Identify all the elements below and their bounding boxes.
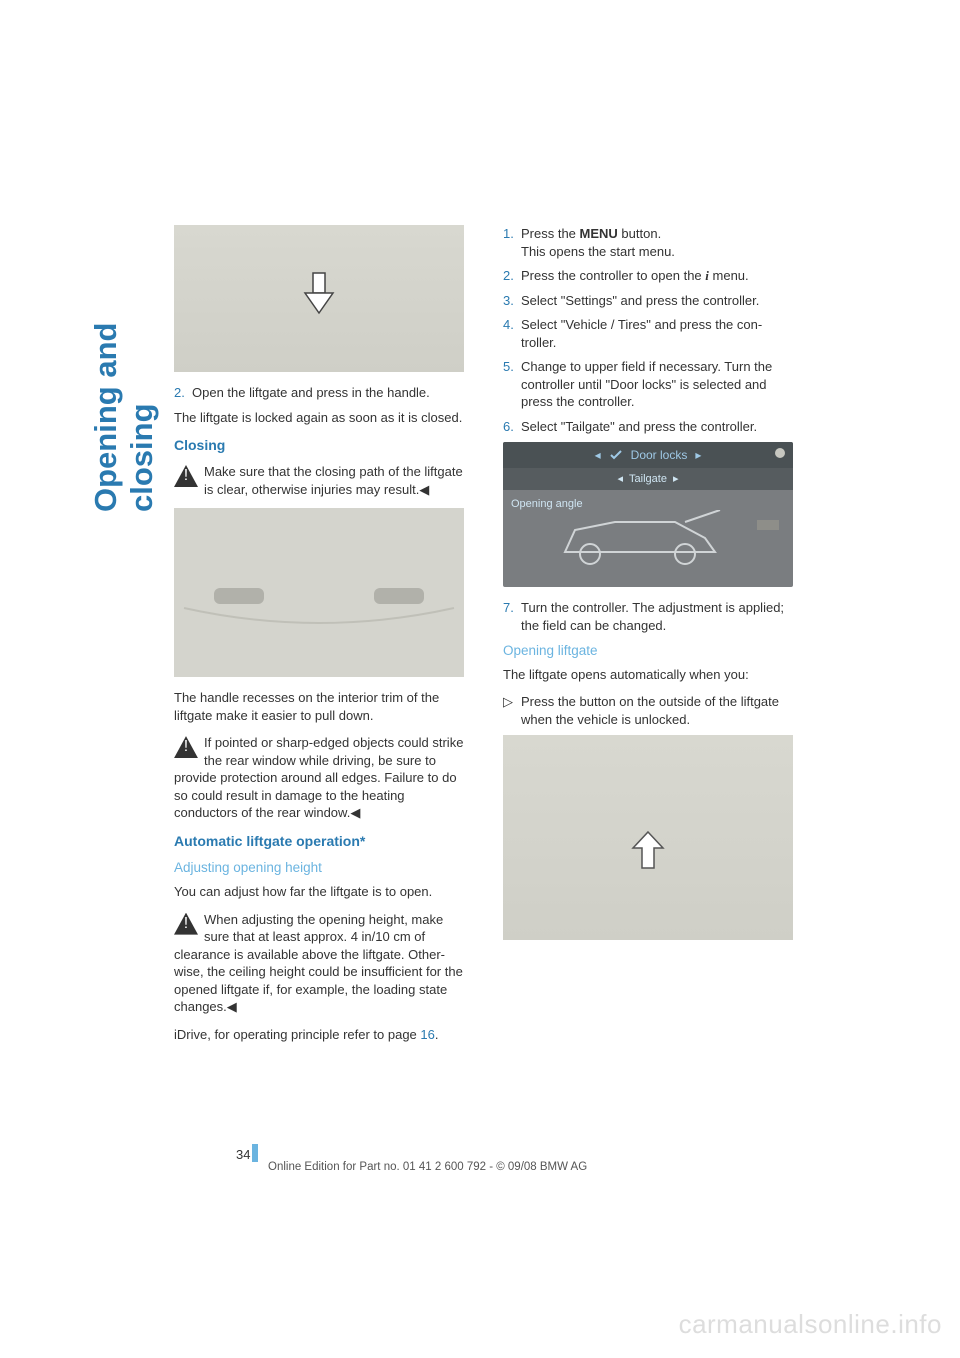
bullet-icon: ▷ [503,693,521,728]
idrive-vehicle-graphic [555,510,725,572]
text-fragment: This opens the start menu. [521,244,675,259]
page-reference-link[interactable]: 16 [420,1027,434,1042]
step-text: Change to upper field if necessary. Turn… [521,358,793,411]
figure-interior-trim [174,508,464,677]
step-text: Press the controller to open the i menu. [521,267,793,285]
idrive-slider-icon [757,520,779,530]
section-side-tab: Opening and closing [88,222,128,512]
warning-block: ! If pointed or sharp-edged objects coul… [174,734,464,822]
text-fragment: button. [618,226,661,241]
step-text: Select "Vehicle / Tires" and press the c… [521,316,793,351]
warning-block: ! Make sure that the closing path of the… [174,463,464,498]
arrow-up-icon [625,828,671,879]
chevron-right-icon: ▸ [673,472,679,487]
list-item: 2. Press the controller to open the i me… [503,267,793,285]
text-fragment: Press the controller to open the [521,268,705,283]
text-fragment: Press the [521,226,580,241]
footer-text: Online Edition for Part no. 01 41 2 600 … [268,1161,587,1173]
step-number: 2. [503,267,521,285]
chevron-left-icon: ◂ [595,447,601,463]
adjusting-heading: Adjusting opening height [174,859,464,877]
page-number: 34 [236,1147,250,1162]
watermark: carmanualsonline.info [679,1309,942,1340]
body-text: The liftgate is locked again as soon as … [174,409,464,427]
body-text: The liftgate opens automatically when yo… [503,666,793,684]
bullet-item: ▷ Press the button on the outside of the… [503,693,793,728]
idrive-top-bar: ◂ Door locks ▸ [503,442,793,468]
body-text: You can adjust how far the liftgate is t… [174,883,464,901]
car-check-icon [609,449,623,461]
list-item: 1. Press the MENU button. This opens the… [503,225,793,260]
left-column: 2. Open the liftgate and press in the ha… [174,225,464,1053]
page-number-accent [252,1144,258,1162]
list-item: 3. Select "Settings" and press the contr… [503,292,793,310]
step-text: Press the MENU button. This opens the st… [521,225,793,260]
right-column: 1. Press the MENU button. This opens the… [503,225,793,952]
arrow-down-icon [299,271,339,326]
warning-icon: ! [174,913,198,935]
list-item: 5. Change to upper field if necessary. T… [503,358,793,411]
text-fragment: menu. [709,268,749,283]
step-number: 5. [503,358,521,411]
list-item: 4. Select "Vehicle / Tires" and press th… [503,316,793,351]
warning-text: When adjusting the opening height, make … [174,912,463,1015]
bullet-text: Press the button on the outside of the l… [521,693,793,728]
idrive-sub-bar: ◂ Tailgate ▸ [503,468,793,490]
figure-idrive-screen: ◂ Door locks ▸ ◂ Tailgate ▸ Opening angl… [503,442,793,587]
body-text: The handle recesses on the interior trim… [174,689,464,724]
step-number: 2. [174,384,192,402]
list-item: 6. Select "Tailgate" and press the contr… [503,418,793,436]
text-fragment: iDrive, for operating principle refer to… [174,1027,420,1042]
step-number: 1. [503,225,521,260]
step-number: 6. [503,418,521,436]
step-number: 3. [503,292,521,310]
warning-icon: ! [174,465,198,487]
step-number: 4. [503,316,521,351]
step-text: Select "Settings" and press the controll… [521,292,793,310]
figure-liftgate-handle [174,225,464,372]
list-item: 7. Turn the controller. The adjustment i… [503,599,793,634]
menu-button-label: MENU [580,226,618,241]
chevron-left-icon: ◂ [618,472,624,487]
text-fragment: . [435,1027,439,1042]
list-item: 2. Open the liftgate and press in the ha… [174,384,464,402]
warning-text: Make sure that the closing path of the l… [204,464,463,497]
figure-liftgate-exterior [503,735,793,940]
warning-icon: ! [174,736,198,758]
step-text: Turn the controller. The adjustment is a… [521,599,793,634]
automatic-heading: Automatic liftgate operation* [174,832,464,851]
manual-page: Opening and closing 2. Open the liftgate… [0,0,960,1358]
step-number: 7. [503,599,521,634]
step-text: Select "Tailgate" and press the controll… [521,418,793,436]
closing-heading: Closing [174,436,464,455]
warning-block: ! When adjusting the opening height, mak… [174,911,464,1016]
opening-liftgate-heading: Opening liftgate [503,642,793,660]
idrive-sub-label: Tailgate [629,472,667,487]
idrive-top-label: Door locks [631,447,688,463]
chevron-right-icon: ▸ [695,447,701,463]
idrive-reference-text: iDrive, for operating principle refer to… [174,1026,464,1044]
warning-text: If pointed or sharp-edged objects could … [174,735,463,820]
step-text: Open the liftgate and press in the handl… [192,384,464,402]
